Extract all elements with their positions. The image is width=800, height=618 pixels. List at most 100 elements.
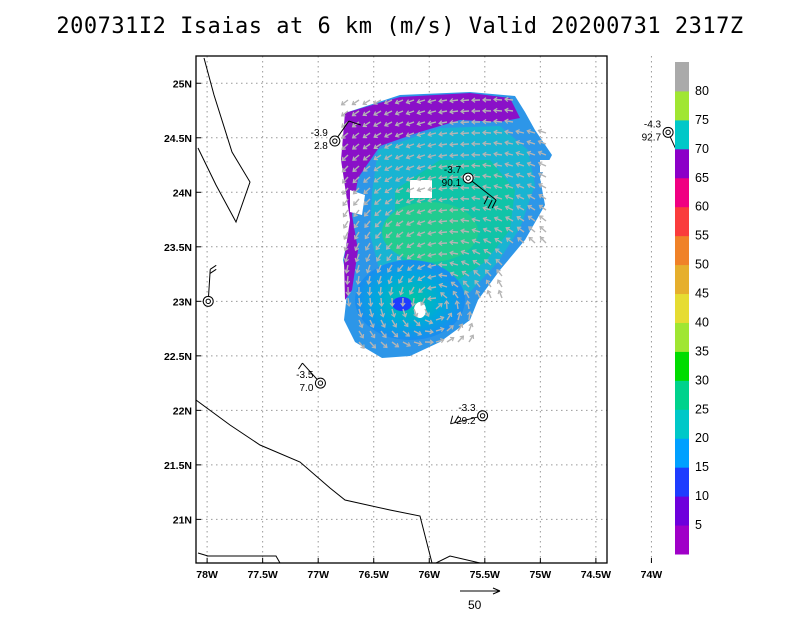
wind-vector bbox=[384, 110, 393, 116]
wind-vector bbox=[343, 231, 349, 240]
wind-vector-head bbox=[417, 276, 422, 282]
wind-vector-head bbox=[470, 97, 476, 103]
wind-vector-head bbox=[482, 184, 487, 190]
wind-vector bbox=[505, 130, 514, 134]
wind-vector-head bbox=[440, 292, 445, 297]
wind-vector bbox=[355, 253, 360, 262]
wind-vector-head bbox=[496, 279, 502, 284]
wind-vector bbox=[527, 162, 536, 167]
wind-vector-head bbox=[486, 289, 492, 295]
wind-vector bbox=[395, 187, 404, 193]
wind-vector-head bbox=[449, 130, 454, 137]
wind-vector-head bbox=[363, 178, 368, 183]
wind-vector-head bbox=[471, 195, 476, 201]
wind-vector bbox=[402, 319, 409, 327]
wind-vector bbox=[449, 99, 459, 102]
wind-barb bbox=[209, 268, 217, 274]
wind-vector-head bbox=[448, 185, 454, 191]
wind-vector-head bbox=[416, 121, 422, 127]
wind-vector bbox=[362, 110, 371, 116]
wind-vector-head bbox=[343, 257, 349, 263]
colorbar-label: 30 bbox=[695, 373, 709, 387]
wind-vector-head bbox=[392, 323, 398, 328]
wind-vector bbox=[516, 173, 525, 178]
wind-vector-head bbox=[526, 161, 532, 167]
wind-vector bbox=[505, 173, 514, 178]
wind-vector bbox=[417, 143, 426, 148]
wind-vector bbox=[391, 319, 397, 328]
wind-vector bbox=[493, 98, 503, 101]
wind-vector bbox=[504, 109, 514, 112]
wind-vector bbox=[495, 248, 503, 255]
wind-vector-head bbox=[383, 99, 389, 105]
wind-vector bbox=[527, 205, 536, 211]
wind-vector-head bbox=[344, 269, 350, 274]
wind-vector-head bbox=[376, 280, 383, 285]
wind-vector-head bbox=[373, 155, 379, 161]
station-inner-circle-icon bbox=[205, 298, 211, 305]
wind-vector-head bbox=[504, 118, 509, 124]
wind-vector-head bbox=[416, 231, 422, 237]
wind-vector bbox=[486, 279, 492, 288]
colorbar-segment bbox=[675, 525, 689, 555]
wind-vector bbox=[373, 143, 382, 149]
wind-vector-head bbox=[352, 190, 358, 195]
wind-vector-head bbox=[346, 302, 352, 307]
wind-vector bbox=[428, 132, 437, 136]
wind-vector bbox=[367, 275, 371, 284]
wind-vector-head bbox=[416, 209, 422, 215]
wind-vector bbox=[373, 121, 382, 127]
wind-vector-head bbox=[371, 344, 377, 349]
wind-vector-head bbox=[460, 195, 465, 202]
wind-vector-head bbox=[482, 238, 488, 243]
wind-vector bbox=[451, 281, 459, 288]
wind-vector bbox=[435, 303, 443, 310]
wind-vector-head bbox=[470, 130, 476, 136]
wind-vector-head bbox=[394, 121, 400, 127]
wind-vector-head bbox=[397, 279, 403, 284]
wind-vector bbox=[388, 275, 393, 284]
wind-vector bbox=[516, 194, 525, 200]
wind-vector-head bbox=[418, 288, 423, 293]
wind-vector-head bbox=[482, 151, 487, 158]
wind-vector bbox=[347, 297, 350, 307]
wind-vector bbox=[380, 330, 387, 338]
wind-vector bbox=[352, 132, 360, 139]
wind-vector bbox=[363, 187, 371, 194]
colorbar-label: 10 bbox=[695, 489, 709, 503]
wind-vector bbox=[494, 227, 503, 233]
wind-vector bbox=[438, 198, 448, 201]
wind-vector-head bbox=[362, 111, 367, 117]
wind-vector-head bbox=[526, 150, 532, 156]
lat-tick-label: 22.5N bbox=[164, 351, 192, 363]
wind-vector bbox=[380, 319, 386, 328]
wind-vector-head bbox=[385, 233, 390, 239]
wind-vector bbox=[505, 205, 514, 211]
wind-vector-head bbox=[471, 249, 477, 255]
wind-vector-head bbox=[461, 270, 467, 276]
wind-vector-head bbox=[406, 254, 412, 260]
wind-vector bbox=[384, 99, 393, 105]
wind-vector bbox=[354, 231, 360, 240]
wind-vector-head bbox=[342, 212, 348, 218]
station-marker: -3.7 90.1 bbox=[442, 165, 497, 209]
wind-vector-head bbox=[438, 218, 443, 225]
wind-vector bbox=[517, 226, 525, 233]
wind-vector bbox=[373, 110, 382, 116]
wind-vector-head bbox=[449, 271, 455, 277]
wind-vector-head bbox=[383, 343, 388, 349]
wind-vector-head bbox=[438, 272, 443, 278]
wind-vector bbox=[494, 238, 503, 244]
wind-vector bbox=[493, 120, 503, 123]
wind-vector-head bbox=[459, 185, 465, 191]
lat-tick-label: 23.5N bbox=[164, 242, 192, 254]
wind-vector-head bbox=[439, 326, 445, 333]
wind-vector-head bbox=[471, 162, 476, 169]
wind-vector bbox=[461, 250, 470, 255]
wind-vector-head bbox=[358, 323, 364, 329]
wind-vector bbox=[395, 132, 404, 137]
wind-barb bbox=[483, 195, 489, 205]
wind-vector bbox=[460, 110, 470, 113]
wind-vector-head bbox=[504, 96, 509, 103]
wind-vector-head bbox=[494, 248, 500, 253]
